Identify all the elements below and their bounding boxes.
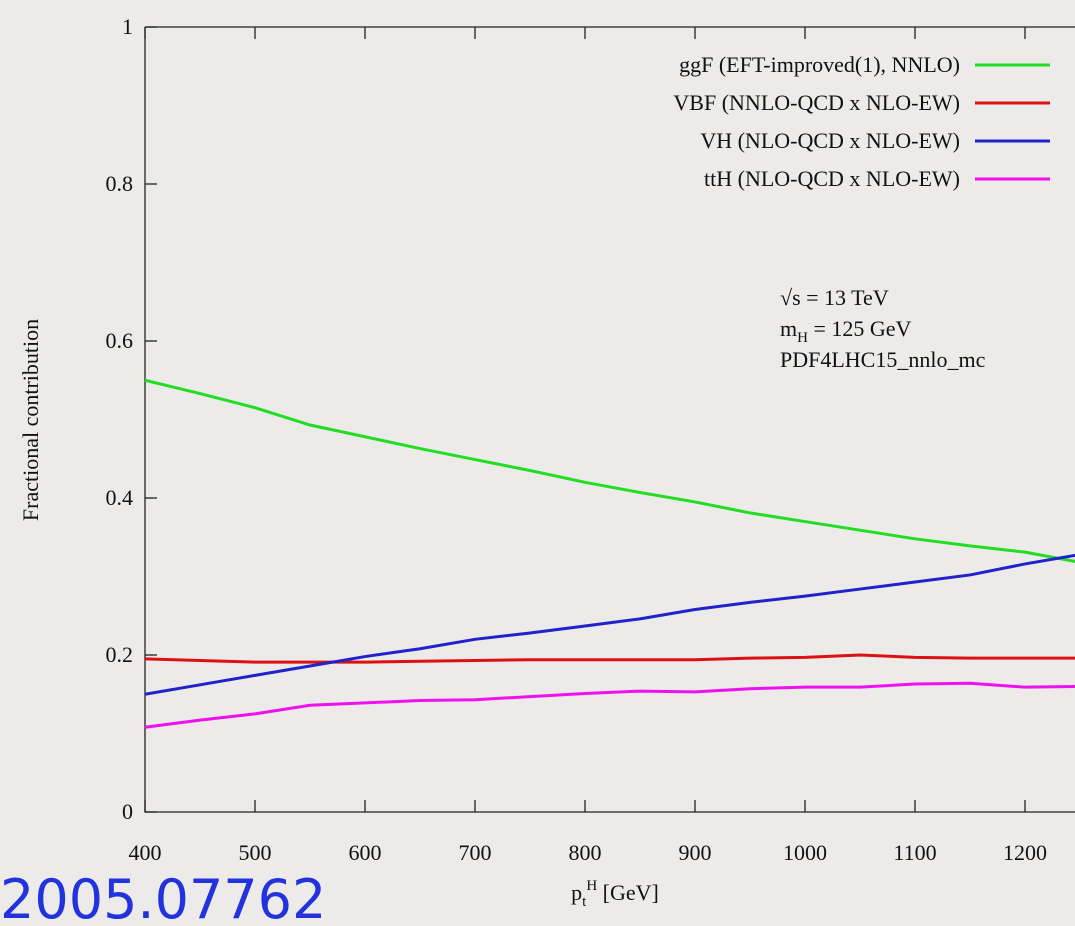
x-label-sup: H xyxy=(586,878,597,894)
y-tick-label: 1 xyxy=(122,14,133,39)
x-tick-label: 1100 xyxy=(893,840,936,865)
series-line xyxy=(144,681,1075,729)
x-label-sub: t xyxy=(582,894,587,910)
x-tick-label: 900 xyxy=(679,840,712,865)
y-tick-label: 0.8 xyxy=(106,171,134,196)
y-axis-title: Fractional contribution xyxy=(18,319,43,521)
legend-label: ttH (NLO-QCD x NLO-EW) xyxy=(704,166,960,191)
mass-sub: H xyxy=(797,330,808,346)
y-tick-label: 0.6 xyxy=(106,328,134,353)
x-tick-label: 700 xyxy=(459,840,492,865)
annotation: PDF4LHC15_nnlo_mc xyxy=(780,347,986,372)
y-tick-label: 0.4 xyxy=(106,485,134,510)
legend-label: VBF (NNLO-QCD x NLO-EW) xyxy=(673,90,960,115)
annotation: mH = 125 GeV xyxy=(780,316,912,346)
x-tick-label: 600 xyxy=(349,840,382,865)
x-axis-title: ptH [GeV] xyxy=(571,878,659,910)
x-tick-label: 400 xyxy=(129,840,162,865)
series-line xyxy=(144,378,1075,563)
legend-label: VH (NLO-QCD x NLO-EW) xyxy=(700,128,960,153)
mass-rest: = 125 GeV xyxy=(808,316,912,341)
x-label-p: p xyxy=(571,880,582,905)
x-tick-label: 1000 xyxy=(783,840,827,865)
y-tick-label: 0.2 xyxy=(106,642,134,667)
x-tick-label: 500 xyxy=(239,840,272,865)
y-tick-label: 0 xyxy=(122,799,133,824)
mass-m: m xyxy=(780,316,797,341)
x-tick-label: 800 xyxy=(569,840,602,865)
x-tick-label: 1200 xyxy=(1003,840,1047,865)
x-label-unit: [GeV] xyxy=(597,880,659,905)
reference-id: 2005.07762 xyxy=(0,868,326,926)
series-line xyxy=(144,553,1075,696)
annotation: √s = 13 TeV xyxy=(780,285,889,310)
legend-label: ggF (EFT-improved(1), NNLO) xyxy=(679,52,960,77)
series-line xyxy=(144,653,1075,664)
